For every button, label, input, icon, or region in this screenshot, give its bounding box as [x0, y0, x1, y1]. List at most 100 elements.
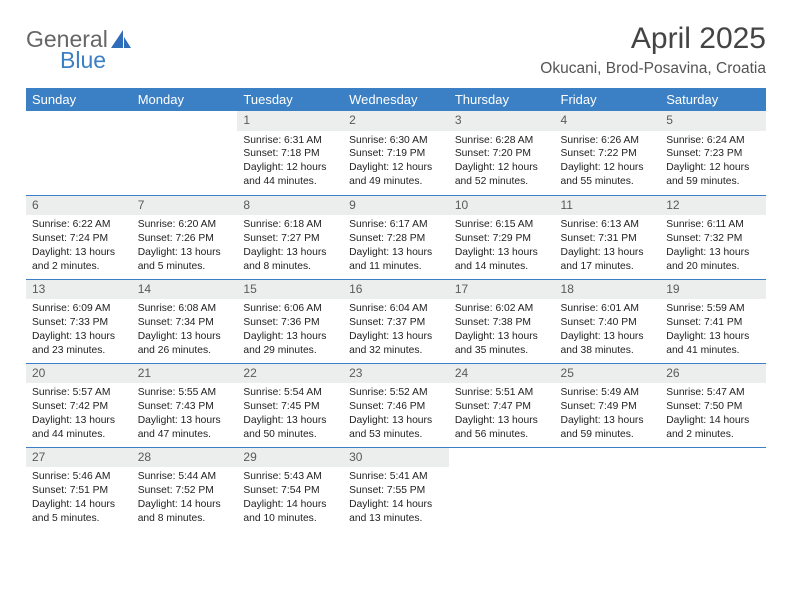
day-number: 15: [237, 280, 343, 300]
day-number: 13: [26, 280, 132, 300]
sunset-text: Sunset: 7:20 PM: [455, 147, 549, 161]
calendar-day-cell: 1Sunrise: 6:31 AMSunset: 7:18 PMDaylight…: [237, 111, 343, 195]
sunrise-text: Sunrise: 6:09 AM: [32, 302, 126, 316]
day-details: Sunrise: 5:54 AMSunset: 7:45 PMDaylight:…: [237, 383, 343, 446]
logo-text-2: Blue: [60, 47, 106, 74]
sunset-text: Sunset: 7:18 PM: [243, 147, 337, 161]
day-number: 4: [555, 111, 661, 131]
day-details: Sunrise: 6:09 AMSunset: 7:33 PMDaylight:…: [26, 299, 132, 362]
daylight-text: Daylight: 13 hours and 38 minutes.: [561, 330, 655, 358]
daylight-text: Daylight: 13 hours and 29 minutes.: [243, 330, 337, 358]
sunset-text: Sunset: 7:28 PM: [349, 232, 443, 246]
sunrise-text: Sunrise: 6:22 AM: [32, 218, 126, 232]
calendar-day-cell: 26Sunrise: 5:47 AMSunset: 7:50 PMDayligh…: [660, 363, 766, 447]
day-number: [555, 448, 661, 452]
calendar-week-row: 6Sunrise: 6:22 AMSunset: 7:24 PMDaylight…: [26, 195, 766, 279]
calendar-day-cell: 15Sunrise: 6:06 AMSunset: 7:36 PMDayligh…: [237, 279, 343, 363]
day-number: 18: [555, 280, 661, 300]
day-number: 7: [132, 196, 238, 216]
month-title: April 2025: [540, 22, 766, 56]
weekday-header: Thursday: [449, 88, 555, 111]
sunset-text: Sunset: 7:40 PM: [561, 316, 655, 330]
sunrise-text: Sunrise: 6:04 AM: [349, 302, 443, 316]
day-number: 9: [343, 196, 449, 216]
calendar-day-cell: 12Sunrise: 6:11 AMSunset: 7:32 PMDayligh…: [660, 195, 766, 279]
sunset-text: Sunset: 7:27 PM: [243, 232, 337, 246]
daylight-text: Daylight: 13 hours and 5 minutes.: [138, 246, 232, 274]
calendar-day-cell: [660, 447, 766, 531]
sunrise-text: Sunrise: 6:30 AM: [349, 134, 443, 148]
daylight-text: Daylight: 13 hours and 26 minutes.: [138, 330, 232, 358]
day-details: Sunrise: 5:43 AMSunset: 7:54 PMDaylight:…: [237, 467, 343, 530]
sunset-text: Sunset: 7:52 PM: [138, 484, 232, 498]
daylight-text: Daylight: 13 hours and 20 minutes.: [666, 246, 760, 274]
day-details: Sunrise: 6:30 AMSunset: 7:19 PMDaylight:…: [343, 131, 449, 194]
sunrise-text: Sunrise: 5:44 AM: [138, 470, 232, 484]
day-number: 27: [26, 448, 132, 468]
calendar-day-cell: 19Sunrise: 5:59 AMSunset: 7:41 PMDayligh…: [660, 279, 766, 363]
calendar-day-cell: [132, 111, 238, 195]
sunrise-text: Sunrise: 5:41 AM: [349, 470, 443, 484]
sunset-text: Sunset: 7:23 PM: [666, 147, 760, 161]
sunset-text: Sunset: 7:29 PM: [455, 232, 549, 246]
calendar-day-cell: 13Sunrise: 6:09 AMSunset: 7:33 PMDayligh…: [26, 279, 132, 363]
day-number: [26, 111, 132, 115]
day-details: Sunrise: 6:08 AMSunset: 7:34 PMDaylight:…: [132, 299, 238, 362]
day-details: Sunrise: 5:46 AMSunset: 7:51 PMDaylight:…: [26, 467, 132, 530]
calendar-day-cell: 22Sunrise: 5:54 AMSunset: 7:45 PMDayligh…: [237, 363, 343, 447]
day-number: 17: [449, 280, 555, 300]
daylight-text: Daylight: 13 hours and 11 minutes.: [349, 246, 443, 274]
day-details: Sunrise: 5:51 AMSunset: 7:47 PMDaylight:…: [449, 383, 555, 446]
day-details: Sunrise: 6:24 AMSunset: 7:23 PMDaylight:…: [660, 131, 766, 194]
sunrise-text: Sunrise: 6:28 AM: [455, 134, 549, 148]
title-block: April 2025 Okucani, Brod-Posavina, Croat…: [540, 22, 766, 78]
sunset-text: Sunset: 7:54 PM: [243, 484, 337, 498]
weekday-header: Wednesday: [343, 88, 449, 111]
calendar-day-cell: 30Sunrise: 5:41 AMSunset: 7:55 PMDayligh…: [343, 447, 449, 531]
sunrise-text: Sunrise: 6:01 AM: [561, 302, 655, 316]
calendar-day-cell: 25Sunrise: 5:49 AMSunset: 7:49 PMDayligh…: [555, 363, 661, 447]
sunrise-text: Sunrise: 5:59 AM: [666, 302, 760, 316]
daylight-text: Daylight: 13 hours and 17 minutes.: [561, 246, 655, 274]
sunrise-text: Sunrise: 5:54 AM: [243, 386, 337, 400]
calendar-day-cell: 11Sunrise: 6:13 AMSunset: 7:31 PMDayligh…: [555, 195, 661, 279]
sunrise-text: Sunrise: 6:11 AM: [666, 218, 760, 232]
calendar-day-cell: 2Sunrise: 6:30 AMSunset: 7:19 PMDaylight…: [343, 111, 449, 195]
day-number: 1: [237, 111, 343, 131]
sunset-text: Sunset: 7:46 PM: [349, 400, 443, 414]
sunset-text: Sunset: 7:49 PM: [561, 400, 655, 414]
sunrise-text: Sunrise: 6:02 AM: [455, 302, 549, 316]
sunset-text: Sunset: 7:37 PM: [349, 316, 443, 330]
day-number: 20: [26, 364, 132, 384]
daylight-text: Daylight: 13 hours and 53 minutes.: [349, 414, 443, 442]
day-details: Sunrise: 5:59 AMSunset: 7:41 PMDaylight:…: [660, 299, 766, 362]
daylight-text: Daylight: 14 hours and 13 minutes.: [349, 498, 443, 526]
day-number: 10: [449, 196, 555, 216]
weekday-header: Saturday: [660, 88, 766, 111]
day-details: Sunrise: 5:41 AMSunset: 7:55 PMDaylight:…: [343, 467, 449, 530]
day-details: Sunrise: 5:52 AMSunset: 7:46 PMDaylight:…: [343, 383, 449, 446]
calendar-day-cell: 7Sunrise: 6:20 AMSunset: 7:26 PMDaylight…: [132, 195, 238, 279]
sunrise-text: Sunrise: 6:26 AM: [561, 134, 655, 148]
daylight-text: Daylight: 12 hours and 49 minutes.: [349, 161, 443, 189]
sunset-text: Sunset: 7:19 PM: [349, 147, 443, 161]
day-number: [660, 448, 766, 452]
day-number: 12: [660, 196, 766, 216]
day-number: 29: [237, 448, 343, 468]
calendar-week-row: 20Sunrise: 5:57 AMSunset: 7:42 PMDayligh…: [26, 363, 766, 447]
calendar-day-cell: 6Sunrise: 6:22 AMSunset: 7:24 PMDaylight…: [26, 195, 132, 279]
daylight-text: Daylight: 14 hours and 5 minutes.: [32, 498, 126, 526]
daylight-text: Daylight: 12 hours and 52 minutes.: [455, 161, 549, 189]
day-number: 8: [237, 196, 343, 216]
calendar-day-cell: 5Sunrise: 6:24 AMSunset: 7:23 PMDaylight…: [660, 111, 766, 195]
daylight-text: Daylight: 13 hours and 44 minutes.: [32, 414, 126, 442]
day-details: Sunrise: 5:47 AMSunset: 7:50 PMDaylight:…: [660, 383, 766, 446]
daylight-text: Daylight: 14 hours and 2 minutes.: [666, 414, 760, 442]
day-details: Sunrise: 6:11 AMSunset: 7:32 PMDaylight:…: [660, 215, 766, 278]
calendar-day-cell: 23Sunrise: 5:52 AMSunset: 7:46 PMDayligh…: [343, 363, 449, 447]
daylight-text: Daylight: 12 hours and 55 minutes.: [561, 161, 655, 189]
sunrise-text: Sunrise: 6:13 AM: [561, 218, 655, 232]
day-details: Sunrise: 5:57 AMSunset: 7:42 PMDaylight:…: [26, 383, 132, 446]
day-details: Sunrise: 5:44 AMSunset: 7:52 PMDaylight:…: [132, 467, 238, 530]
daylight-text: Daylight: 13 hours and 8 minutes.: [243, 246, 337, 274]
